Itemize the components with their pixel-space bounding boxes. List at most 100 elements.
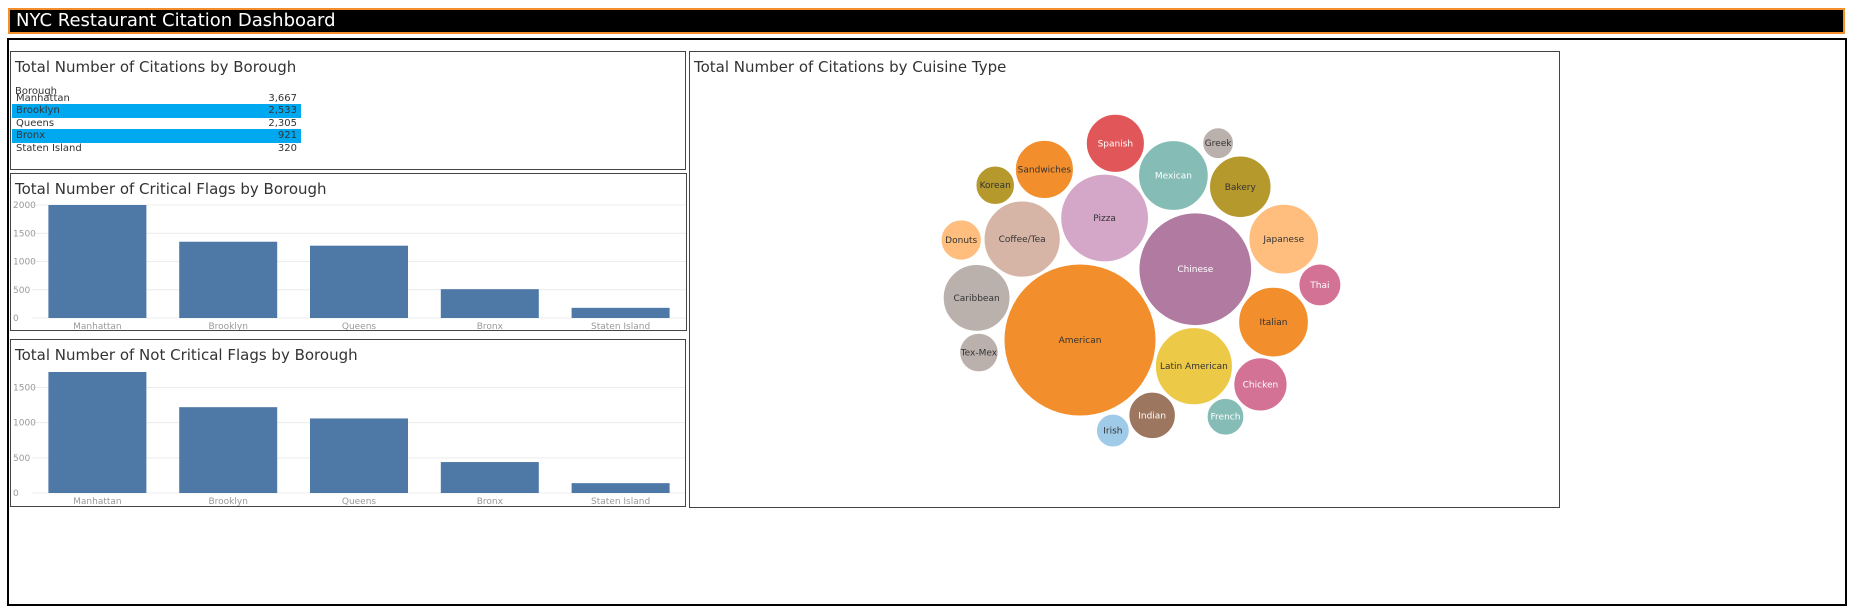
bar[interactable] — [571, 307, 670, 318]
citation-count: 320 — [277, 143, 297, 154]
x-tick-label: Bronx — [477, 497, 504, 506]
x-tick-label: Brooklyn — [208, 497, 247, 506]
borough-name: Bronx — [16, 130, 46, 141]
cuisine-bubble[interactable] — [1128, 391, 1176, 440]
cuisine-bubble[interactable] — [975, 165, 1015, 206]
citation-count: 921 — [277, 130, 297, 141]
table-row[interactable]: Queens 2,305 — [12, 117, 301, 131]
cuisine-bubble[interactable] — [1202, 127, 1234, 160]
y-tick-label: 2000 — [13, 201, 36, 211]
cuisine-bubble-label: Irish — [1103, 427, 1122, 437]
cuisine-bubble[interactable] — [983, 200, 1061, 278]
cuisine-bubble-label: Chinese — [1177, 265, 1213, 275]
cuisine-bubble-chart: American Chinese Pizza Latin American Coffee… — [940, 113, 1342, 448]
table-row[interactable]: Manhattan 3,667 — [12, 92, 301, 106]
cuisine-bubble-label: French — [1211, 413, 1241, 423]
bar[interactable] — [310, 245, 408, 318]
x-tick-label: Queens — [342, 497, 377, 506]
citation-count: 2,533 — [268, 105, 297, 116]
cuisine-bubble[interactable] — [1095, 413, 1130, 448]
cuisine-bubble-label: Bakery — [1225, 183, 1257, 193]
cuisine-bubble-label: Japanese — [1262, 235, 1304, 245]
borough-name: Staten Island — [16, 143, 82, 154]
bar[interactable] — [179, 241, 278, 318]
cuisine-bubble-label: Coffee/Tea — [999, 235, 1046, 245]
not-critical-flags-panel: Total Number of Not Critical Flags by Bo… — [10, 339, 686, 507]
dashboard-title: NYC Restaurant Citation Dashboard — [16, 10, 336, 31]
x-tick-label: Manhattan — [73, 497, 121, 506]
cuisine-bubble-label: Thai — [1309, 281, 1329, 291]
cuisine-citations-title: Total Number of Citations by Cuisine Typ… — [694, 58, 1007, 76]
cuisine-bubble[interactable] — [1154, 327, 1233, 406]
borough-name: Manhattan — [16, 93, 70, 104]
cuisine-bubble-label: Korean — [980, 181, 1011, 191]
cuisine-bubble-label: Spanish — [1098, 139, 1134, 149]
cuisine-bubble[interactable] — [940, 219, 982, 261]
x-tick-label: Bronx — [477, 322, 504, 330]
citations-by-borough-title: Total Number of Citations by Borough — [15, 58, 297, 76]
cuisine-bubble[interactable] — [1298, 263, 1342, 307]
bar[interactable] — [48, 205, 147, 318]
cuisine-bubble[interactable] — [1138, 212, 1253, 327]
cuisine-bubble[interactable] — [942, 264, 1011, 332]
table-row[interactable]: Brooklyn 2,533 — [12, 104, 301, 118]
critical-flags-title: Total Number of Critical Flags by Boroug… — [15, 180, 327, 198]
critical-flags-chart: 0 500 1000 1500 2000 Manhattan Brooklyn Queens B… — [13, 201, 686, 330]
cuisine-bubble-label: Sandwiches — [1018, 165, 1072, 175]
x-tick-label: Manhattan — [73, 322, 121, 330]
cuisine-bubble-label: Chicken — [1243, 380, 1279, 390]
cuisine-bubble-label: Greek — [1205, 139, 1233, 149]
cuisine-bubble[interactable] — [1138, 140, 1209, 211]
cuisine-bubble[interactable] — [1238, 286, 1309, 358]
table-row[interactable]: Staten Island 320 — [12, 142, 301, 156]
citations-by-borough-panel: Total Number of Citations by Borough Bor… — [10, 51, 686, 170]
y-tick-label: 500 — [13, 286, 30, 296]
y-tick-label: 500 — [13, 454, 30, 464]
bar[interactable] — [440, 462, 539, 493]
cuisine-bubble-label: Caribbean — [954, 294, 1000, 304]
borough-name: Brooklyn — [16, 105, 60, 116]
cuisine-bubble-label: American — [1059, 336, 1102, 346]
y-tick-label: 0 — [13, 489, 19, 499]
citation-count: 3,667 — [268, 93, 297, 104]
x-tick-label: Staten Island — [591, 322, 650, 330]
bar[interactable] — [310, 418, 408, 493]
cuisine-bubble[interactable] — [959, 332, 999, 373]
bar[interactable] — [179, 407, 278, 493]
not-critical-flags-chart: 0 500 1000 1500 Manhattan Brooklyn Queens Bronx… — [13, 372, 685, 506]
borough-name: Queens — [16, 118, 55, 129]
cuisine-citations-panel: Total Number of Citations by Cuisine Typ… — [689, 51, 1560, 508]
dashboard-title-bar: NYC Restaurant Citation Dashboard — [8, 8, 1845, 34]
bar[interactable] — [440, 289, 539, 318]
cuisine-bubble[interactable] — [1003, 263, 1157, 417]
cuisine-bubble[interactable] — [1209, 155, 1272, 219]
borough-column-header: Borough — [15, 86, 58, 97]
cuisine-bubble-label: Latin American — [1160, 362, 1228, 372]
not-critical-flags-title: Total Number of Not Critical Flags by Bo… — [15, 346, 358, 364]
cuisine-bubble-label: Italian — [1260, 318, 1288, 328]
cuisine-bubble[interactable] — [1248, 203, 1320, 275]
dashboard-frame — [7, 38, 1847, 606]
table-row[interactable]: Bronx 921 — [12, 129, 301, 143]
cuisine-bubble-label: Donuts — [945, 236, 977, 246]
citation-count: 2,305 — [268, 118, 297, 129]
cuisine-bubble-label: Pizza — [1093, 214, 1116, 224]
cuisine-bubble[interactable] — [1014, 139, 1074, 199]
y-tick-label: 0 — [13, 314, 19, 324]
cuisine-bubble-label: Mexican — [1155, 172, 1192, 182]
cuisine-bubble[interactable] — [1206, 397, 1245, 436]
critical-flags-panel: Total Number of Critical Flags by Boroug… — [10, 173, 687, 331]
x-tick-label: Brooklyn — [208, 322, 247, 330]
y-tick-label: 1500 — [13, 229, 36, 239]
x-tick-label: Staten Island — [591, 497, 650, 506]
x-tick-label: Queens — [342, 322, 377, 330]
cuisine-bubble[interactable] — [1060, 173, 1149, 263]
cuisine-bubble-label: Tex-Mex — [960, 349, 998, 359]
y-tick-label: 1000 — [13, 419, 36, 429]
cuisine-bubble-label: Indian — [1138, 411, 1166, 421]
bar[interactable] — [48, 372, 147, 493]
cuisine-bubble[interactable] — [1233, 357, 1288, 412]
cuisine-bubble[interactable] — [1085, 113, 1145, 173]
y-tick-label: 1000 — [13, 258, 36, 268]
bar[interactable] — [571, 483, 670, 493]
